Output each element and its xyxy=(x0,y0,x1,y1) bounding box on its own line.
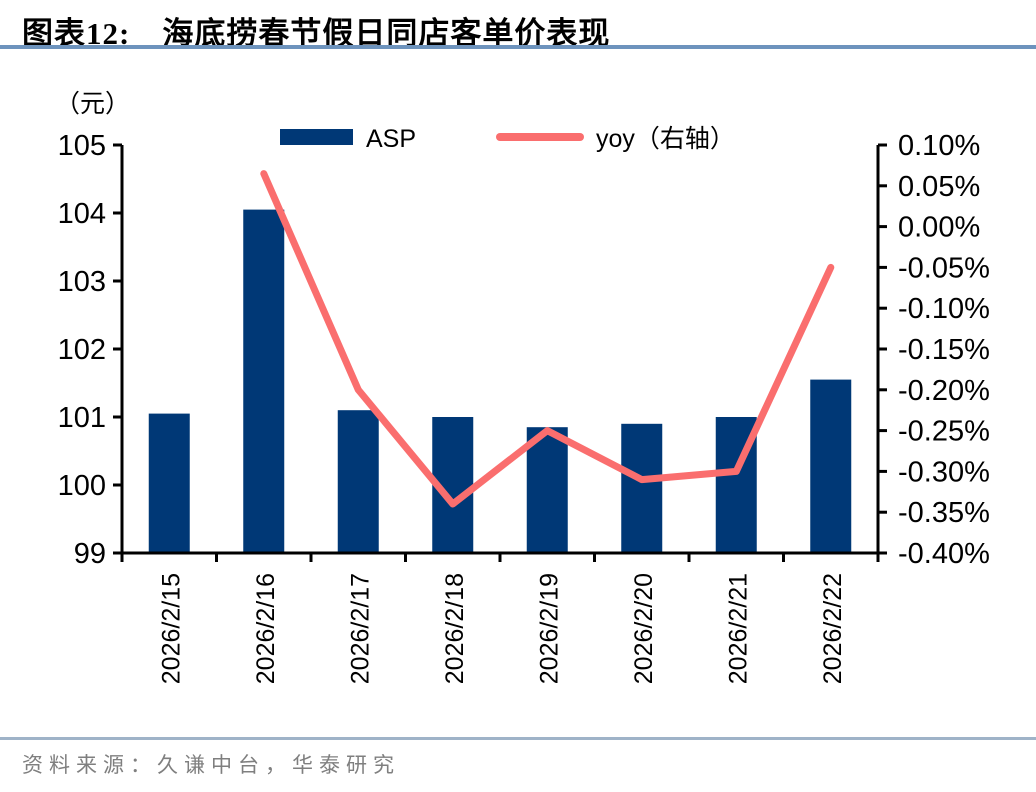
right-axis-tick-label: -0.05% xyxy=(898,252,990,284)
title-underline xyxy=(0,45,1036,49)
right-axis-tick-label: -0.40% xyxy=(898,538,990,570)
legend-yoy-label: yoy（右轴） xyxy=(596,125,735,153)
yoy-line xyxy=(260,170,835,508)
footer-divider xyxy=(0,737,1036,740)
asp-bar xyxy=(148,413,190,553)
right-axis-tick-label: -0.30% xyxy=(898,456,990,488)
right-axis-tick-label: 0.00% xyxy=(898,212,980,244)
left-axis-tick-label: 103 xyxy=(58,266,106,298)
legend-asp-label: ASP xyxy=(366,125,416,153)
x-axis-tick-label: 2026/2/22 xyxy=(819,573,847,684)
x-axis-tick-label: 2026/2/17 xyxy=(346,573,374,684)
asp-bar xyxy=(337,410,379,553)
source-text: 资料来源：久谦中台，华泰研究 xyxy=(22,753,400,777)
x-axis-tick-label: 2026/2/18 xyxy=(441,573,469,684)
x-axis-tick-label: 2026/2/16 xyxy=(252,573,280,684)
asp-bar xyxy=(810,379,852,553)
unit-label: （元） xyxy=(55,90,130,118)
right-axis-tick-label: -0.25% xyxy=(898,416,990,448)
right-axis-tick-label: -0.15% xyxy=(898,334,990,366)
left-axis-tick-label: 104 xyxy=(58,198,106,230)
left-axis-tick-label: 100 xyxy=(58,470,106,502)
combo-chart: （元） 105 104 103 102 101 100 99 0.10% 0.05% 0.00% -0… xyxy=(55,90,990,684)
asp-bar xyxy=(526,427,568,553)
right-axis-tick-label: 0.05% xyxy=(898,171,980,203)
left-axis-tick-label: 99 xyxy=(74,538,106,570)
x-axis-tick-label: 2026/2/19 xyxy=(535,573,563,684)
right-axis-tick-label: -0.20% xyxy=(898,375,990,407)
right-axis-tick-label: 0.10% xyxy=(898,130,980,162)
left-axis-tick-label: 102 xyxy=(58,334,106,366)
left-axis-tick-label: 105 xyxy=(58,130,106,162)
asp-bar xyxy=(621,423,663,553)
legend-asp-swatch xyxy=(280,129,353,145)
right-axis-tick-label: -0.35% xyxy=(898,497,990,529)
axes xyxy=(120,145,880,555)
left-axis-tick-label: 101 xyxy=(58,402,106,434)
right-axis-tick-label: -0.10% xyxy=(898,293,990,325)
x-axis-tick-label: 2026/2/20 xyxy=(630,573,658,684)
x-axis-tick-label: 2026/2/15 xyxy=(157,573,185,684)
x-axis-tick-label: 2026/2/21 xyxy=(724,573,752,684)
asp-bar xyxy=(243,209,285,553)
